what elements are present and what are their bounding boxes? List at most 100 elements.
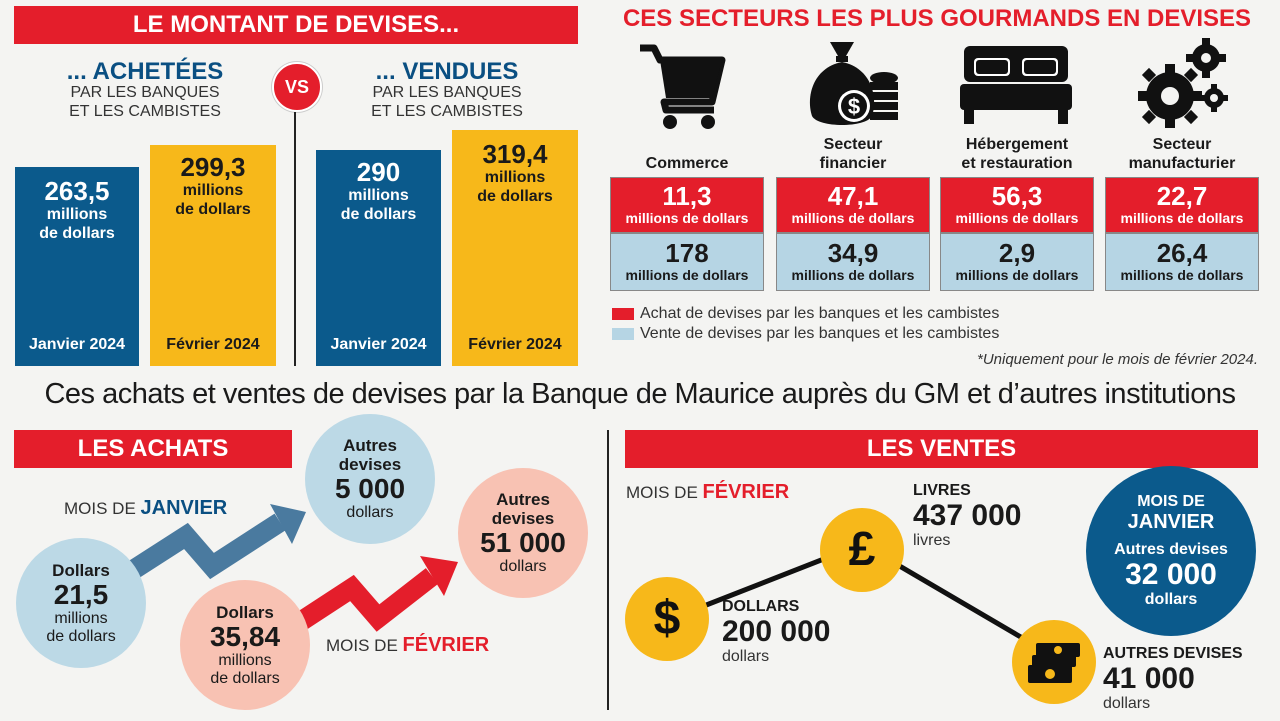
svg-text:$: $ bbox=[848, 94, 860, 119]
bar-unit: de dollars bbox=[39, 225, 115, 242]
circle-title: Autres bbox=[343, 436, 397, 455]
achats-feb-autres: Autres devises 51 000 dollars bbox=[458, 468, 588, 598]
circle-title: JANVIER bbox=[1127, 511, 1215, 533]
section-divider bbox=[607, 430, 609, 710]
gears-icon bbox=[1138, 38, 1228, 128]
sector-label-line: Commerce bbox=[645, 155, 729, 172]
achats-mois-fevrier: MOIS DE FÉVRIER bbox=[326, 634, 489, 657]
circle-unit: de dollars bbox=[210, 669, 280, 687]
bar-value: 319,4 bbox=[482, 139, 548, 169]
circle-value: 35,84 bbox=[209, 620, 281, 652]
bar-unit: millions bbox=[484, 169, 546, 186]
sector-label-commerce: Commerce bbox=[610, 154, 764, 173]
achat-cell-commerce: 11,3 millions de dollars bbox=[610, 177, 764, 233]
achat-cell-financier: 47,1 millions de dollars bbox=[776, 177, 930, 233]
sector-label-line: manufacturier bbox=[1128, 155, 1236, 172]
bar-unit: de dollars bbox=[175, 201, 251, 218]
ventes-dollars-title: DOLLARS bbox=[722, 598, 800, 615]
legend-achat: Achat de devises par les banques et les … bbox=[640, 305, 1000, 322]
mois-de-label: MOIS DE bbox=[626, 483, 698, 502]
circle-value: 51 000 bbox=[480, 527, 566, 558]
ventes-banner: LES VENTES bbox=[625, 430, 1258, 468]
bar-achetees-jan: 263,5 millions de dollars Janvier 2024 bbox=[15, 167, 139, 366]
cell-value: 22,7 bbox=[1156, 181, 1208, 211]
bar-month: Février 2024 bbox=[166, 336, 260, 353]
ventes-mois-fevrier: MOIS DE FÉVRIER bbox=[626, 481, 789, 504]
cell-value: 2,9 bbox=[998, 238, 1036, 268]
circle-subtitle: Autres devises bbox=[1114, 541, 1228, 558]
circle-title: Dollars bbox=[52, 560, 110, 580]
circle-unit: dollars bbox=[346, 504, 394, 521]
sector-label-hebergement: Hébergement et restauration bbox=[940, 135, 1094, 173]
legend-swatch-achat bbox=[612, 308, 634, 320]
month-fevrier: FÉVRIER bbox=[702, 481, 790, 503]
achats-mois-janvier: MOIS DE JANVIER bbox=[64, 497, 227, 520]
cell-unit: millions de dollars bbox=[1120, 267, 1244, 283]
cell-unit: millions de dollars bbox=[791, 267, 915, 283]
cell-value: 178 bbox=[665, 238, 709, 268]
circle-title: devises bbox=[338, 455, 402, 474]
secteurs-note: *Uniquement pour le mois de février 2024… bbox=[977, 351, 1258, 368]
circle-unit: millions bbox=[54, 609, 108, 627]
achetees-title: ... ACHETÉES bbox=[66, 58, 224, 85]
cell-unit: millions de dollars bbox=[625, 210, 749, 226]
cell-unit: millions de dollars bbox=[955, 210, 1079, 226]
circle-value: 21,5 bbox=[53, 578, 109, 610]
bar-month: Janvier 2024 bbox=[28, 336, 126, 353]
circle-unit: dollars bbox=[499, 558, 547, 575]
ventes-autres-title: AUTRES DEVISES bbox=[1103, 645, 1243, 662]
vente-cell-manufacturier: 26,4 millions de dollars bbox=[1105, 233, 1259, 291]
bar-unit: millions bbox=[348, 187, 409, 204]
month-fevrier: FÉVRIER bbox=[402, 634, 490, 656]
cell-value: 26,4 bbox=[1156, 238, 1208, 268]
pound-coin-icon: £ bbox=[820, 508, 904, 592]
vs-badge: VS bbox=[272, 62, 322, 112]
circle-value: 5 000 bbox=[334, 473, 406, 504]
circle-value: 32 000 bbox=[1125, 558, 1217, 591]
cell-unit: millions de dollars bbox=[1120, 210, 1244, 226]
mois-de-label: MOIS DE bbox=[326, 636, 398, 655]
legend-vente: Vente de devises par les banques et les … bbox=[640, 325, 1000, 342]
secteurs-title: CES SECTEURS LES PLUS GOURMANDS EN DEVIS… bbox=[622, 5, 1252, 32]
vendues-title: ... VENDUES bbox=[375, 58, 519, 85]
circle-unit: dollars bbox=[1144, 591, 1198, 608]
arrow-janvier-icon bbox=[124, 504, 306, 581]
circle-title: Autres bbox=[496, 490, 550, 509]
circle-title: MOIS DE bbox=[1137, 493, 1205, 510]
bar-value: 299,3 bbox=[180, 152, 246, 182]
vente-cell-hebergement: 2,9 millions de dollars bbox=[940, 233, 1094, 291]
sector-label-financier: Secteur financier bbox=[776, 135, 930, 173]
headline: Ces achats et ventes de devises par la B… bbox=[44, 378, 1236, 410]
vs-divider bbox=[294, 112, 296, 366]
circle-unit: de dollars bbox=[46, 627, 116, 645]
mois-de-label: MOIS DE bbox=[64, 499, 136, 518]
achetees-sub1: PAR LES BANQUES bbox=[70, 84, 220, 101]
montant-banner: LE MONTANT DE DEVISES... bbox=[14, 6, 578, 44]
achats-jan-dollars: Dollars 21,5 millions de dollars bbox=[16, 538, 146, 668]
vendues-sub1: PAR LES BANQUES bbox=[372, 84, 522, 101]
ventes-janvier-circle: MOIS DE JANVIER Autres devises 32 000 do… bbox=[1086, 466, 1256, 636]
ventes-dollars-value: 200 000 bbox=[722, 615, 831, 648]
sector-label-line: financier bbox=[819, 155, 887, 172]
bar-value: 263,5 bbox=[44, 176, 110, 206]
achats-feb-dollars: Dollars 35,84 millions de dollars bbox=[180, 580, 310, 710]
ventes-autres-value: 41 000 bbox=[1103, 662, 1195, 695]
cell-value: 11,3 bbox=[662, 181, 712, 211]
cell-value: 56,3 bbox=[991, 181, 1043, 211]
cell-value: 34,9 bbox=[827, 238, 879, 268]
bed-icon bbox=[960, 46, 1072, 124]
sector-label-manufacturier: Secteur manufacturier bbox=[1105, 135, 1259, 173]
achat-cell-hebergement: 56,3 millions de dollars bbox=[940, 177, 1094, 233]
money-bag-icon: $ bbox=[809, 42, 898, 125]
ventes-dollars-unit: dollars bbox=[722, 648, 770, 665]
bar-unit: de dollars bbox=[477, 188, 553, 205]
ventes-livres-value: 437 000 bbox=[913, 499, 1022, 532]
bar-unit: de dollars bbox=[340, 206, 417, 223]
achetees-sub2: ET LES CAMBISTES bbox=[69, 103, 221, 120]
achat-cell-manufacturier: 22,7 millions de dollars bbox=[1105, 177, 1259, 233]
ventes-autres: AUTRES DEVISES 41 000 dollars bbox=[1103, 645, 1243, 713]
sector-label-line: Hébergement bbox=[965, 136, 1069, 153]
bar-value: 290 bbox=[356, 157, 401, 187]
sector-label-line: et restauration bbox=[961, 155, 1073, 172]
vente-cell-commerce: 178 millions de dollars bbox=[610, 233, 764, 291]
